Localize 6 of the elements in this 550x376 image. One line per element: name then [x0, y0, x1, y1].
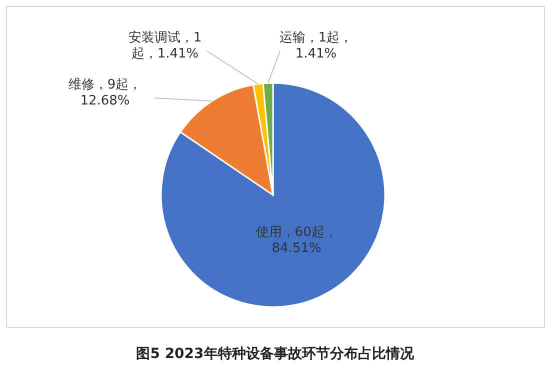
pie-slice: [160, 82, 386, 308]
slice-label: 使用，60起，84.51%: [256, 225, 338, 256]
slice-label: 维修，9起，12.68%: [68, 78, 142, 108]
slice-label: 运输，1起，1.41%: [279, 30, 353, 62]
slice-label: 安装调试，1起，1.41%: [128, 30, 202, 62]
text: 图5 2023年特种设备事故环节分布占比情况: [136, 346, 415, 362]
